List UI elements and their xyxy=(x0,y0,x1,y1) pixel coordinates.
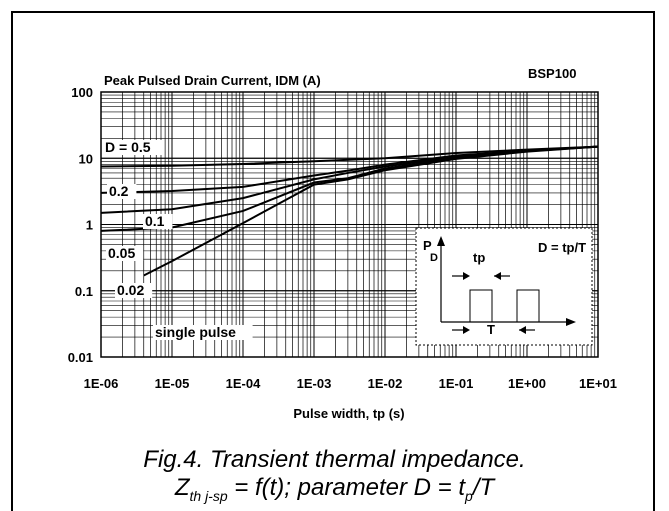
inset-d-label: D xyxy=(430,252,438,264)
y-tick-label: 0.1 xyxy=(75,284,93,299)
plot-area xyxy=(100,91,599,358)
series-label-bg xyxy=(153,325,253,340)
x-tick-label: 1E-01 xyxy=(439,376,474,391)
series-label: 0.1 xyxy=(145,213,165,229)
part-number: BSP100 xyxy=(528,66,576,81)
series-label-bg xyxy=(143,214,173,229)
series-line xyxy=(143,145,599,277)
series-layer xyxy=(100,145,599,277)
x-tick-label: 1E-05 xyxy=(155,376,190,391)
series-line xyxy=(100,145,599,168)
inset-formula: D = tp/T xyxy=(538,240,586,255)
x-tick-label: 1E-02 xyxy=(368,376,403,391)
series-label-bg xyxy=(106,246,144,261)
series-label: D = 0.5 xyxy=(105,139,151,155)
x-tick-label: 1E-04 xyxy=(226,376,261,391)
series-label: 0.02 xyxy=(117,282,144,298)
x-tick-label: 1E-06 xyxy=(84,376,119,391)
x-tick-label: 1E+00 xyxy=(508,376,546,391)
chart-grid xyxy=(100,91,599,358)
inset-y-arrow xyxy=(437,236,445,246)
inset-t-label: T xyxy=(487,322,495,337)
figure-frame xyxy=(11,11,655,511)
x-tick-label: 1E-03 xyxy=(297,376,332,391)
y-tick-label: 10 xyxy=(79,151,93,166)
series-label: 0.2 xyxy=(109,183,129,199)
pulse-2 xyxy=(516,289,540,323)
inset-p-label: P xyxy=(423,238,432,253)
series-label-bg xyxy=(107,184,137,199)
series-label-bg xyxy=(115,283,153,298)
x-axis-label: Pulse width, tp (s) xyxy=(293,406,404,421)
caption-line-1: Fig.4. Transient thermal impedance. xyxy=(143,446,526,473)
series-label-bg xyxy=(103,140,164,155)
series-label: 0.05 xyxy=(108,245,135,261)
pulse-1 xyxy=(469,289,493,323)
series-labels: D = 0.5 0.2 0.1 0.05 0.02 single pulse xyxy=(103,139,253,340)
series-label: single pulse xyxy=(155,324,236,340)
y-tick-label: 0.01 xyxy=(68,350,93,365)
caption-line-2: Zth j-sp = f(t); parameter D = tp/T xyxy=(174,474,495,504)
y-tick-label: 1 xyxy=(86,218,93,233)
y-tick-label: 100 xyxy=(71,85,93,100)
inset-box xyxy=(415,227,593,346)
inset-x-arrow xyxy=(566,318,576,326)
duty-cycle-inset: P D D = tp/T tp T xyxy=(415,227,593,346)
x-tick-label: 1E+01 xyxy=(579,376,617,391)
chart-title: Peak Pulsed Drain Current, IDM (A) xyxy=(104,73,321,88)
tick-labels: 1E-06 1E-05 1E-04 1E-03 1E-02 1E-01 1E+00 1E+01… xyxy=(68,85,617,391)
inset-tp-label: tp xyxy=(473,250,485,265)
